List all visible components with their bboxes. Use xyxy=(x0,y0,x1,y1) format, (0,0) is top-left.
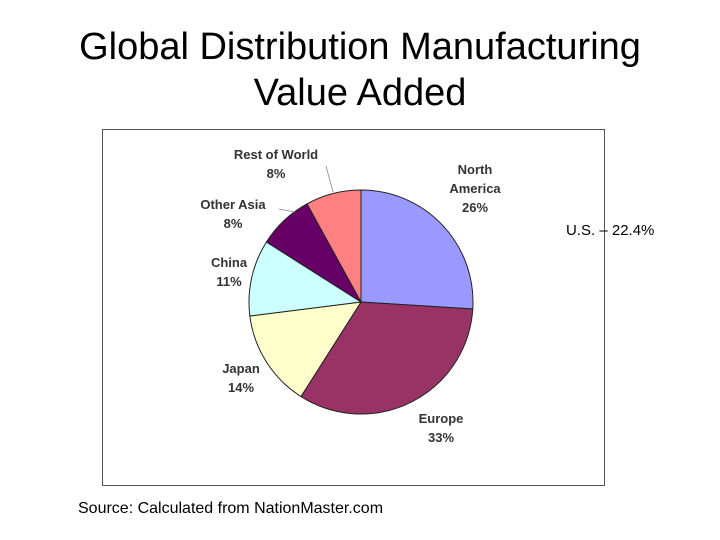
pie-slice-rest-of-world xyxy=(306,189,362,303)
data-label-rest-of-world: Rest of World 8% xyxy=(234,147,318,181)
pie-slice-japan xyxy=(249,301,362,398)
data-label-other-asia: Other Asia 8% xyxy=(200,197,266,231)
data-label-north-america: North America 26% xyxy=(449,162,501,215)
pie-slice-north-america xyxy=(360,189,474,310)
pie-slice-china xyxy=(248,241,363,317)
pie-chart: North America 26% Europe 33% Japan 14% China 11%… xyxy=(200,147,501,445)
us-share-annotation: U.S. – 22.4% xyxy=(566,222,655,239)
chart-title-line-1: Global Distribution Manufacturing xyxy=(79,26,641,68)
data-label-china: China 11% xyxy=(211,255,248,289)
data-label-europe: Europe 33% xyxy=(419,411,464,445)
pie-slice-europe xyxy=(300,301,474,415)
chart-frame: North America 26% Europe 33% Japan 14% China 11%… xyxy=(102,129,605,486)
chart-title: Global Distribution Manufacturing Value … xyxy=(0,24,720,116)
source-note: Source: Calculated from NationMaster.com xyxy=(78,500,384,517)
data-label-japan: Japan 14% xyxy=(222,361,260,395)
chart-title-line-2: Value Added xyxy=(253,72,467,114)
leader-line-other-asia xyxy=(278,208,296,213)
leader-line-rest-of-world xyxy=(325,165,334,193)
